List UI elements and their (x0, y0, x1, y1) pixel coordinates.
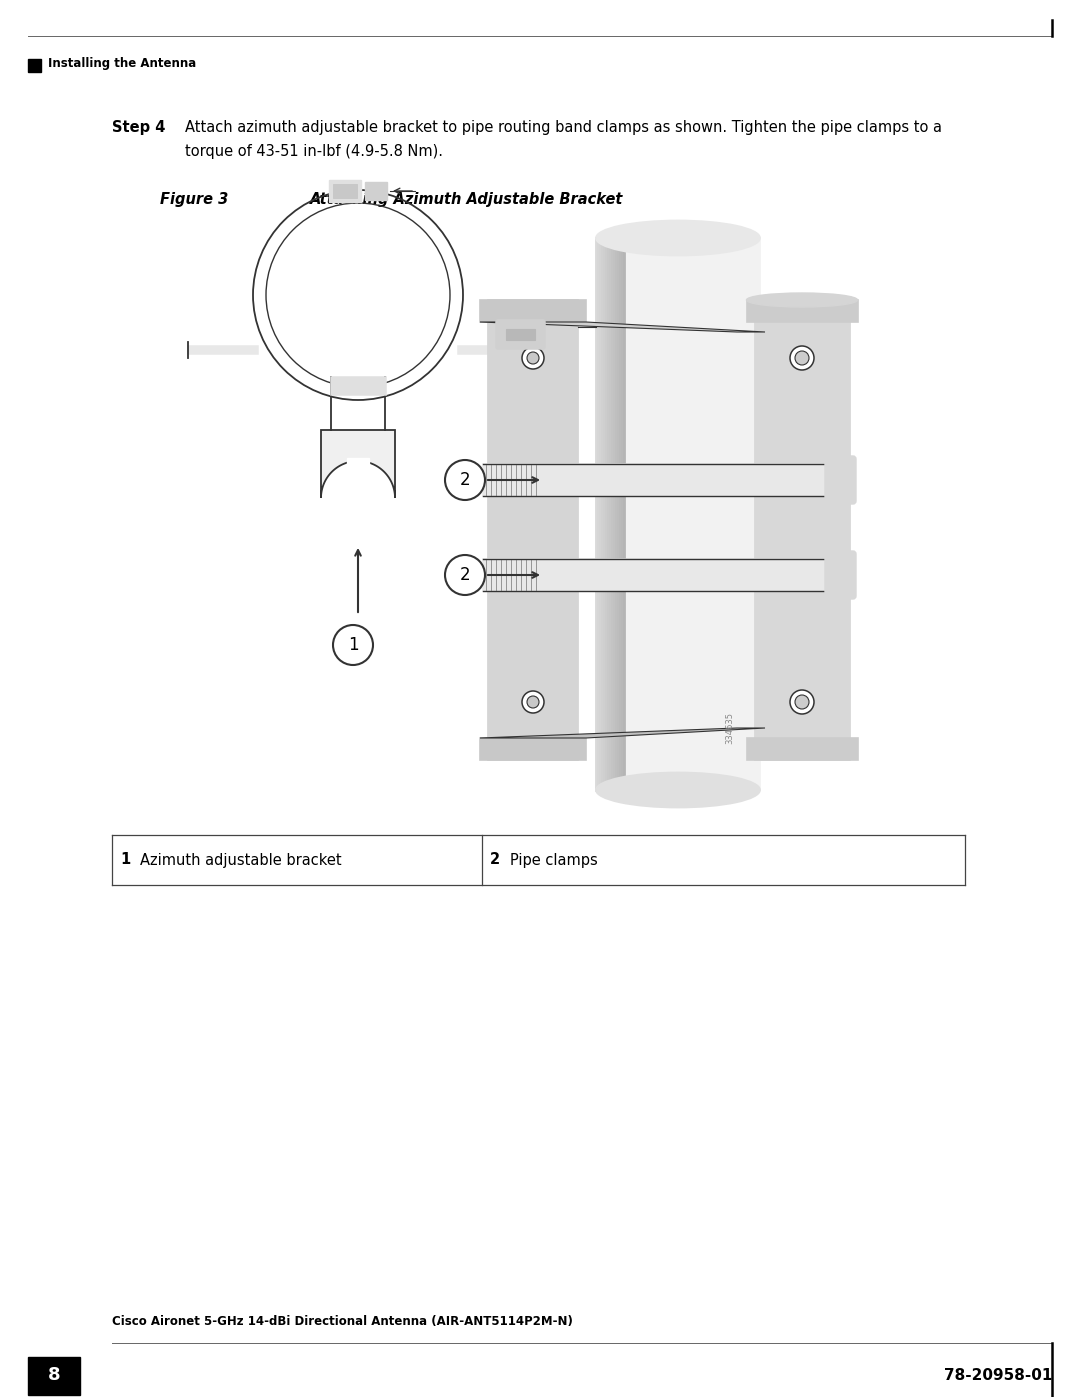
Text: 334635: 334635 (726, 712, 734, 745)
Text: Cisco Aironet 5-GHz 14-dBi Directional Antenna (AIR-ANT5114P2M-N): Cisco Aironet 5-GHz 14-dBi Directional A… (112, 1315, 572, 1329)
Circle shape (445, 555, 485, 595)
Text: Attach azimuth adjustable bracket to pipe routing band clamps as shown. Tighten : Attach azimuth adjustable bracket to pip… (185, 120, 942, 136)
Circle shape (789, 346, 814, 370)
Bar (747, 300, 858, 321)
Circle shape (795, 694, 809, 710)
Bar (747, 738, 858, 760)
Bar (458, 346, 528, 353)
Circle shape (789, 690, 814, 714)
Text: Step 4: Step 4 (112, 120, 165, 136)
Circle shape (445, 460, 485, 500)
Bar (596, 237, 760, 789)
Text: Pipe clamps: Pipe clamps (510, 852, 597, 868)
Circle shape (522, 346, 544, 369)
Text: 1: 1 (120, 852, 131, 868)
Bar (365, 182, 387, 200)
Ellipse shape (596, 221, 760, 256)
Bar (480, 300, 586, 321)
Bar (333, 184, 357, 198)
Bar (483, 559, 840, 591)
Bar (755, 300, 850, 760)
Bar (347, 458, 369, 481)
Bar (330, 377, 386, 395)
Text: 2: 2 (460, 566, 470, 584)
Bar (28, 59, 41, 73)
FancyBboxPatch shape (825, 455, 856, 504)
Ellipse shape (596, 773, 760, 807)
Text: Attaching Azimuth Adjustable Bracket: Attaching Azimuth Adjustable Bracket (310, 191, 623, 207)
Text: 2: 2 (460, 471, 470, 489)
Text: 8: 8 (48, 1366, 60, 1384)
Text: 78-20958-01: 78-20958-01 (944, 1368, 1052, 1383)
Bar (483, 464, 840, 496)
Text: 1: 1 (348, 636, 359, 654)
Bar (480, 738, 586, 760)
Circle shape (527, 352, 539, 365)
Bar (188, 346, 258, 353)
Polygon shape (480, 321, 765, 332)
Polygon shape (321, 430, 395, 497)
Circle shape (333, 624, 373, 665)
Text: Azimuth adjustable bracket: Azimuth adjustable bracket (140, 852, 341, 868)
Text: Installing the Antenna: Installing the Antenna (48, 56, 197, 70)
FancyBboxPatch shape (825, 550, 856, 599)
Text: 2: 2 (490, 852, 500, 868)
Text: Figure 3: Figure 3 (160, 191, 228, 207)
Bar (507, 330, 535, 339)
Bar (488, 300, 578, 760)
Text: torque of 43-51 in-lbf (4.9-5.8 Nm).: torque of 43-51 in-lbf (4.9-5.8 Nm). (185, 144, 443, 159)
Ellipse shape (746, 293, 858, 307)
Circle shape (795, 351, 809, 365)
Bar (329, 180, 361, 203)
Polygon shape (480, 728, 765, 738)
Circle shape (527, 696, 539, 708)
Circle shape (522, 692, 544, 712)
FancyBboxPatch shape (496, 320, 545, 349)
Bar (28, 1356, 80, 1396)
